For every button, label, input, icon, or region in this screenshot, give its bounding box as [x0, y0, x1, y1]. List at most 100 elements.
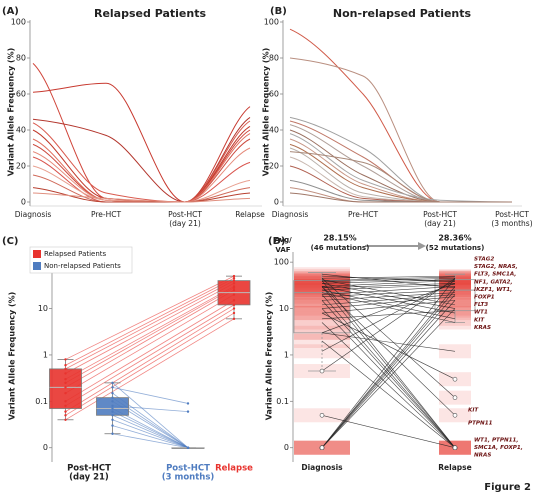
mutation-line — [321, 286, 456, 314]
gene-label: SMC1A, FOXP1, — [474, 445, 523, 451]
patient-line — [112, 425, 189, 449]
patient-point — [232, 286, 236, 290]
stat-value: (46 mutations) — [311, 244, 370, 252]
x-tick-label: Post-HCT — [423, 210, 457, 219]
patient-line — [65, 286, 235, 380]
patient-point — [232, 282, 236, 285]
patient-point — [64, 372, 67, 375]
y-tick-label: 40 — [16, 126, 26, 135]
gene-label: KIT — [468, 408, 479, 414]
x-tick-label: (day 21) — [424, 219, 456, 228]
series-line — [32, 192, 251, 203]
patient-point — [186, 410, 190, 413]
mutation-line — [321, 310, 456, 320]
patient-point — [64, 364, 67, 367]
patient-point — [232, 279, 236, 282]
legend-swatch — [33, 250, 41, 258]
patient-point — [64, 367, 67, 371]
mutation-line — [321, 275, 456, 279]
mutation-line — [321, 275, 456, 282]
mutation-line — [321, 279, 456, 306]
legend-label: Non-relapsed Patients — [44, 262, 121, 270]
mutation-line — [321, 289, 456, 320]
mutation-line — [321, 278, 456, 372]
y-tick-label: 0.1 — [35, 397, 48, 406]
series-line — [32, 120, 251, 203]
mutation-line — [321, 414, 456, 449]
stat-value: (52 mutations) — [426, 244, 485, 252]
x-tick-label: Diagnosis — [272, 210, 309, 219]
patient-line — [65, 289, 235, 388]
patient-point — [111, 410, 114, 413]
patient-line — [112, 419, 189, 449]
x-tick-label: Post-HCT — [168, 210, 202, 219]
series-line — [289, 133, 513, 203]
patient-line — [112, 411, 189, 449]
mutation-line — [321, 312, 456, 380]
x-tick-label: Post-HCT — [67, 464, 111, 474]
legend-box — [29, 246, 133, 274]
patient-point — [232, 317, 236, 321]
box — [49, 368, 82, 409]
x-tick-label: Post-HCT — [495, 210, 529, 219]
gene-label: KIT — [474, 317, 485, 323]
x-tick-label: Relapse — [235, 210, 265, 219]
gene-label: STAG2 — [474, 257, 494, 263]
x-tick-label: Pre-HCT — [91, 210, 122, 219]
y-tick-label: 0 — [274, 198, 279, 207]
patient-point — [111, 386, 114, 389]
arrow-head — [418, 242, 426, 250]
x-tick-label: Diagnosis — [15, 210, 52, 219]
patient-point — [111, 424, 114, 427]
patient-point — [64, 391, 67, 395]
patient-point — [64, 400, 67, 403]
y-tick-label: 0 — [21, 198, 26, 207]
patient-point — [111, 396, 114, 399]
panel-title: Non-relapsed Patients — [333, 7, 472, 20]
patient-line — [65, 318, 235, 421]
patient-point — [111, 432, 114, 435]
mutation-line — [321, 280, 456, 352]
patient-line — [112, 414, 189, 449]
patient-point — [64, 414, 67, 417]
gene-label: IKZF1, WT1, — [474, 287, 512, 293]
patient-point — [64, 381, 67, 385]
figure-footer: Figure 2 — [484, 482, 531, 493]
mutation-line — [321, 283, 456, 309]
mutation-line — [321, 280, 456, 287]
series-line — [289, 116, 512, 203]
y-tick-label: 60 — [269, 90, 279, 99]
gene-label: FOXP1 — [474, 295, 495, 301]
y-tick-label: 0 — [43, 443, 48, 452]
series-line — [289, 147, 512, 203]
y-axis-label: Variant Allele Frequency (%) — [262, 48, 271, 177]
x-tick-label: (day 21) — [69, 473, 109, 483]
patient-point — [64, 410, 67, 413]
patient-line — [112, 386, 189, 404]
patient-point — [64, 404, 67, 408]
panel-label: (D) — [268, 236, 285, 247]
gene-label: STAG2, NRAS, — [474, 264, 518, 270]
patient-point — [232, 311, 236, 315]
x-tick-label: Relapse — [438, 463, 471, 472]
patient-point — [232, 293, 236, 296]
x-tick-label: (3 months) — [162, 473, 215, 483]
patient-line — [65, 294, 235, 394]
y-axis-label: Variant Allele Frequency (%) — [8, 292, 17, 421]
mutation-line — [321, 286, 456, 416]
y-tick-label: 100 — [264, 18, 279, 27]
gene-label: WT1 — [474, 310, 488, 316]
y-tick-label: 60 — [16, 90, 26, 99]
mutation-line — [321, 340, 456, 448]
mutation-line — [321, 280, 456, 448]
mutation-line — [321, 292, 456, 323]
patient-point — [232, 274, 236, 278]
panel-label: (B) — [270, 6, 287, 17]
mutation-line — [321, 273, 456, 289]
patient-point — [232, 277, 236, 280]
patient-point — [232, 303, 236, 307]
mutation-line — [321, 296, 456, 309]
patient-point — [232, 307, 236, 310]
gene-label: NF1, GATA2, — [474, 279, 513, 285]
patient-point — [186, 402, 190, 405]
